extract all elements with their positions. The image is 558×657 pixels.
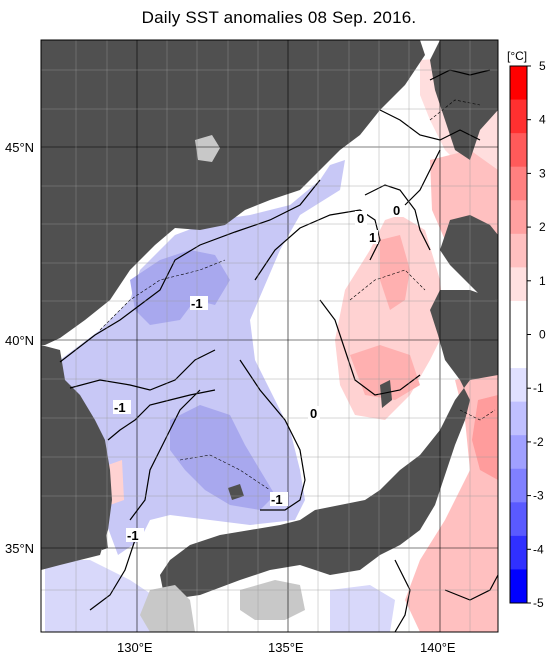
colorbar-swatch — [510, 200, 527, 235]
cold-anomaly-region — [60, 160, 345, 555]
warm-anomaly-pacific-core — [472, 395, 498, 480]
colorbar-swatch — [510, 535, 527, 570]
lon-label: 130°E — [117, 640, 153, 655]
cold-anomaly-core — [130, 250, 230, 325]
cold-anomaly-south — [45, 560, 160, 632]
colorbar-tick-label: 4 — [539, 113, 546, 127]
land-hokkaido — [440, 215, 498, 300]
colorbar-swatch — [510, 334, 527, 369]
colorbar-tick-label: 1 — [539, 274, 546, 288]
colorbar-tick-label: 0 — [539, 328, 546, 342]
colorbar: [°C] 5 4 3 2 1 0 -1 -2 -3 -4 -5 — [507, 49, 546, 610]
cold-anomaly-core — [170, 405, 275, 510]
land-sado — [380, 380, 392, 408]
colorbar-tick-label: -2 — [533, 435, 544, 449]
colorbar-swatch — [510, 569, 527, 604]
colorbar-tick-label: -3 — [533, 489, 544, 503]
contour-label: 0 — [357, 211, 364, 226]
colorbar-tick-label: 5 — [539, 59, 546, 73]
contour-label: -1 — [114, 400, 126, 415]
colorbar-swatch — [510, 502, 527, 537]
colorbar-tick-label: -1 — [533, 381, 544, 395]
warm-anomaly-coast — [108, 460, 124, 505]
land-kyushu — [140, 585, 195, 632]
colorbar-swatch — [510, 267, 527, 302]
map-frame — [40, 39, 499, 633]
colorbar-swatch — [510, 435, 527, 470]
land-honshu — [160, 290, 498, 600]
minor-graticule — [41, 40, 498, 632]
colorbar-tick-label: 2 — [539, 220, 546, 234]
colorbar-tick-label: -5 — [533, 596, 544, 610]
contour-label: 1 — [369, 230, 376, 245]
colorbar-swatches — [510, 66, 527, 604]
cold-anomaly-southeast — [330, 585, 395, 632]
colorbar-swatch — [510, 300, 527, 335]
lat-label: 35°N — [5, 541, 34, 556]
lat-label: 45°N — [5, 140, 34, 155]
lat-label: 40°N — [5, 333, 34, 348]
contour-label-group: 0 0 1 -1 -1 0 -1 -1 — [113, 203, 403, 543]
contour-label: 0 — [393, 203, 400, 218]
lon-label: 140°E — [420, 640, 456, 655]
contour-label: 0 — [310, 406, 317, 421]
contour-label: -1 — [271, 492, 283, 507]
colorbar-unit: [°C] — [507, 49, 527, 63]
colorbar-swatch — [510, 99, 527, 134]
warm-anomaly-core — [350, 345, 420, 400]
graticule — [41, 40, 498, 632]
lon-label: 135°E — [268, 640, 304, 655]
land-tsushima — [100, 533, 108, 550]
colorbar-tick-label: -4 — [533, 542, 544, 556]
contour-label: -1 — [191, 296, 203, 311]
colorbar-swatch — [510, 66, 527, 101]
map-title: Daily SST anomalies 08 Sep. 2016. — [141, 8, 417, 27]
land-korea — [41, 345, 112, 570]
contour-label: -1 — [127, 528, 139, 543]
dashed-contours — [99, 99, 496, 491]
colorbar-swatch — [510, 468, 527, 503]
colorbar-tick-labels: 5 4 3 2 1 0 -1 -2 -3 -4 -5 — [527, 59, 546, 610]
colorbar-swatch — [510, 368, 527, 403]
colorbar-swatch — [510, 166, 527, 201]
contour-lines — [59, 69, 498, 632]
colorbar-swatch — [510, 133, 527, 168]
colorbar-swatch — [510, 401, 527, 436]
colorbar-swatch — [510, 233, 527, 268]
lake-khanka — [195, 135, 220, 162]
warm-anomaly-core — [380, 235, 410, 310]
colorbar-tick-label: 3 — [539, 166, 546, 180]
